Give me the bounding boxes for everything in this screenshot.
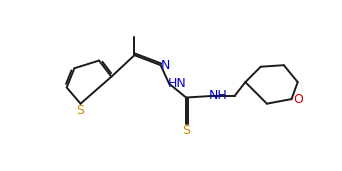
Text: O: O	[293, 93, 303, 106]
Text: N: N	[161, 59, 170, 72]
Text: S: S	[77, 104, 84, 117]
Text: HN: HN	[168, 77, 186, 90]
Text: NH: NH	[208, 89, 227, 102]
Text: S: S	[182, 124, 190, 137]
